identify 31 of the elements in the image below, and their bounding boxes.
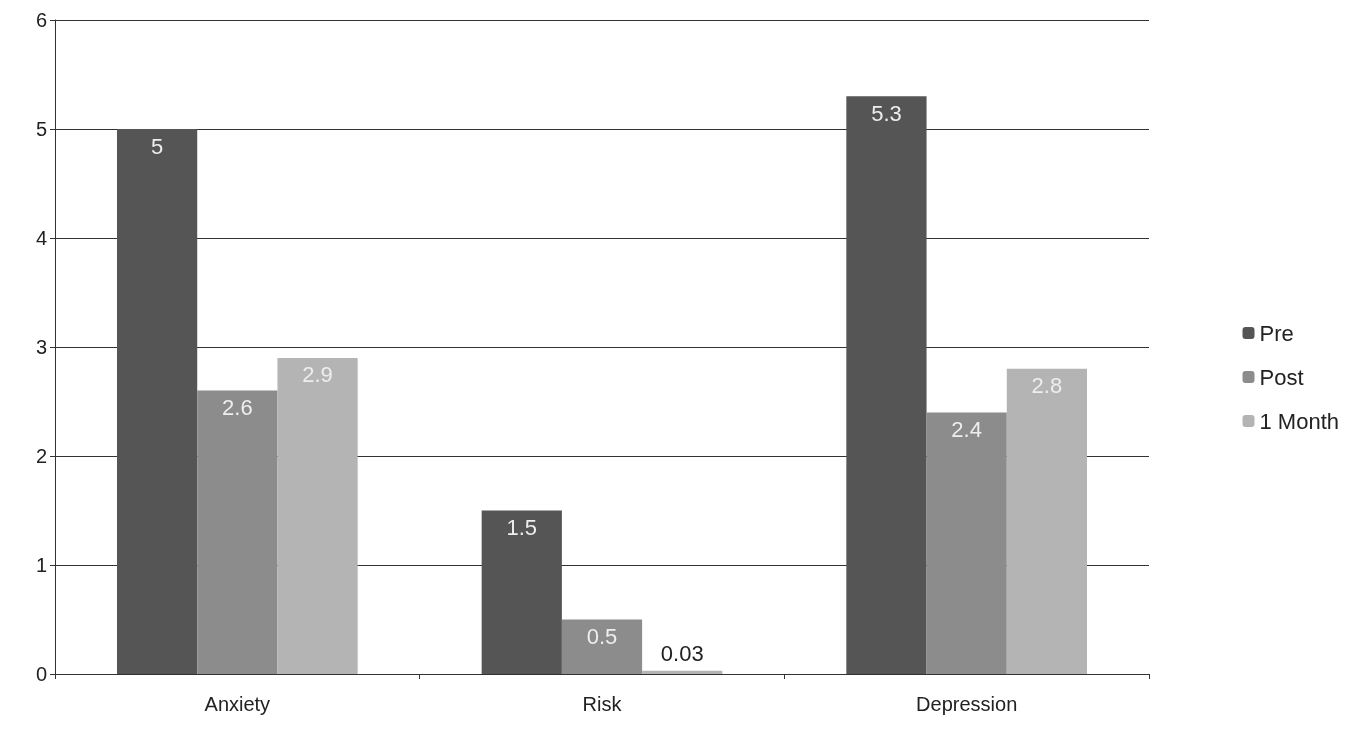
x-tick-label: Risk — [582, 693, 623, 715]
data-label: 5 — [150, 133, 164, 159]
y-tick-label: 6 — [35, 9, 47, 31]
bar — [642, 670, 723, 674]
legend-label: Post — [1259, 364, 1304, 390]
data-label: 1.5 — [506, 515, 538, 540]
y-tick-label: 5 — [35, 118, 47, 140]
bar — [481, 510, 562, 674]
legend-label: Pre — [1259, 320, 1294, 346]
bar — [846, 96, 927, 674]
bar — [1006, 368, 1088, 674]
y-tick-label: 1 — [35, 554, 47, 576]
data-label: 2.8 — [1031, 373, 1063, 399]
data-label: 0.03 — [660, 641, 704, 667]
data-label: 2.9 — [302, 362, 333, 388]
bar — [197, 390, 278, 674]
data-label: 5.3 — [871, 100, 902, 126]
data-label: 0.5 — [586, 624, 618, 649]
data-label: 2.4 — [951, 416, 982, 442]
data-label: 2.6 — [222, 395, 253, 421]
y-tick-label: 4 — [35, 227, 47, 249]
bar — [926, 412, 1007, 674]
y-tick-label: 0 — [35, 663, 47, 685]
y-tick-label: 2 — [35, 445, 47, 467]
bar — [561, 619, 643, 674]
legend-label: 1 Month — [1259, 408, 1340, 434]
bar — [116, 129, 198, 674]
x-tick-label: Anxiety — [204, 693, 271, 715]
bar — [277, 357, 358, 674]
x-tick-label: Depression — [916, 693, 1018, 715]
y-tick-label: 3 — [35, 336, 47, 358]
